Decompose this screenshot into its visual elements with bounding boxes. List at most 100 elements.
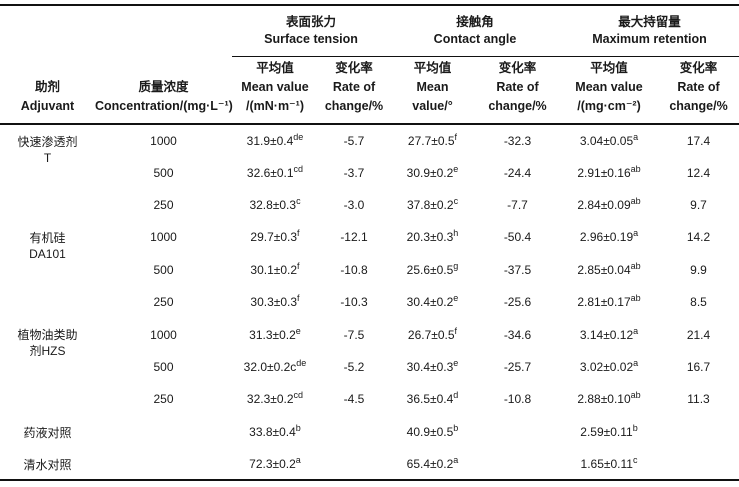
column-header-row: 助剂 Adjuvant 质量浓度 Concentration/(mg·L⁻¹) …	[0, 56, 739, 125]
value-cell: -34.6	[503, 327, 532, 342]
value-cell: -12.1	[340, 230, 368, 245]
value-cell: 2.81±0.17ab	[577, 293, 641, 310]
value-cell: 32.0±0.2cde	[243, 357, 307, 374]
value-cell: 1000	[150, 327, 177, 342]
table-row: 500 32.0±0.2cde -5.2 30.4±0.3e -25.7 3.02±0.0…	[0, 351, 739, 383]
value-cell	[658, 416, 739, 448]
value-cell: 3.04±0.05a	[579, 131, 639, 148]
value-cell: 500	[153, 262, 174, 277]
value-cell: -25.6	[503, 295, 532, 310]
value-cell: 9.7	[690, 197, 707, 212]
value-cell: 36.5±0.4d	[406, 390, 459, 407]
group-label-zh: 表面张力	[285, 14, 336, 29]
value-cell: -32.3	[503, 133, 532, 148]
significance-letter: b	[632, 422, 638, 433]
value-cell: 2.85±0.04ab	[577, 260, 641, 277]
value-cell: 32.3±0.2cd	[246, 390, 304, 407]
value-cell: -5.7	[343, 133, 365, 148]
value-cell: 65.4±0.2a	[406, 454, 459, 471]
adjuvant-name-cell: 清水对照	[23, 457, 72, 472]
header-adjuvant: 助剂 Adjuvant	[0, 56, 95, 125]
table-row: 有机硅 DA101 1000 29.7±0.3f -12.1 20.3±0.3h -50.4…	[0, 221, 739, 261]
table-row: 快速渗透剂 T 1000 31.9±0.4de -5.7 27.7±0.5f -32.3 3.…	[0, 124, 739, 165]
table-row: 500 32.6±0.1cd -3.7 30.9±0.2e -24.4 2.91±0.16…	[0, 156, 739, 188]
value-cell: -25.7	[503, 359, 532, 374]
group-label-zh: 最大持留量	[618, 14, 681, 29]
value-cell	[475, 448, 560, 480]
significance-letter: e	[295, 325, 301, 336]
value-cell: 37.8±0.2c	[406, 195, 459, 212]
significance-letter: e	[453, 293, 459, 304]
header-group-surface-tension: 表面张力 Surface tension	[232, 5, 390, 57]
value-cell: 250	[153, 295, 174, 310]
value-cell: -10.8	[503, 392, 532, 407]
value-cell: 21.4	[686, 327, 711, 342]
header-surface-tension-rate: 变化率 Rate of change/%	[318, 56, 390, 125]
adjuvant-name-cell: 药液对照	[23, 425, 72, 440]
significance-letter: de	[293, 131, 304, 142]
value-cell: 2.84±0.09ab	[577, 195, 641, 212]
significance-letter: ab	[630, 293, 641, 304]
value-cell: 3.14±0.12a	[579, 325, 639, 342]
value-cell: 250	[153, 197, 174, 212]
table-body: 快速渗透剂 T 1000 31.9±0.4de -5.7 27.7±0.5f -32.3 3.…	[0, 124, 739, 480]
group-label-zh: 接触角	[456, 14, 494, 29]
value-cell: 32.8±0.3c	[249, 195, 301, 212]
value-cell: 26.7±0.5f	[407, 325, 458, 342]
table-row: 250 32.3±0.2cd -4.5 36.5±0.4d -10.8 2.88±0.10…	[0, 383, 739, 415]
significance-letter: cd	[293, 390, 304, 401]
significance-letter: ab	[630, 163, 641, 174]
group-header-row: 表面张力 Surface tension 接触角 Contact angle 最…	[0, 5, 739, 57]
significance-letter: e	[453, 357, 459, 368]
value-cell: 31.9±0.4de	[246, 131, 304, 148]
value-cell: 30.3±0.3f	[250, 293, 300, 310]
header-contact-angle-rate: 变化率 Rate of change/%	[475, 56, 560, 125]
value-cell: 500	[153, 359, 174, 374]
significance-letter: f	[297, 293, 300, 304]
value-cell: 40.9±0.5b	[406, 422, 459, 439]
group-label-en: Contact angle	[433, 31, 517, 46]
value-cell	[95, 448, 232, 480]
significance-letter: e	[453, 163, 459, 174]
adjuvant-name-cell: 有机硅 DA101	[29, 231, 66, 262]
table-row: 植物油类助 剂HZS 1000 31.3±0.2e -7.5 26.7±0.5f -34.6…	[0, 318, 739, 358]
value-cell	[658, 448, 739, 480]
value-cell: 14.2	[686, 230, 711, 245]
significance-letter: f	[454, 325, 458, 336]
significance-letter: b	[453, 422, 459, 433]
value-cell: 72.3±0.2a	[249, 454, 301, 471]
table-row: 250 30.3±0.3f -10.3 30.4±0.2e -25.6 2.81±0.17…	[0, 286, 739, 318]
adjuvant-name-cell: 植物油类助 剂HZS	[17, 328, 78, 359]
value-cell: -37.5	[503, 262, 532, 277]
value-cell: 1000	[150, 133, 177, 148]
significance-letter: g	[453, 260, 459, 271]
table-row: 500 30.1±0.2f -10.8 25.6±0.5g -37.5 2.85±0.04…	[0, 254, 739, 286]
header-group-maximum-retention: 最大持留量 Maximum retention	[560, 5, 739, 57]
value-cell	[95, 416, 232, 448]
value-cell: 30.9±0.2e	[406, 163, 459, 180]
group-label-en: Maximum retention	[592, 31, 707, 46]
table-row: 清水对照 72.3±0.2a 65.4±0.2a 1.65±0.11c	[0, 448, 739, 480]
value-cell: 3.02±0.02a	[579, 357, 639, 374]
significance-letter: de	[296, 357, 307, 368]
value-cell: 1.65±0.11c	[580, 454, 638, 471]
significance-letter: b	[295, 422, 301, 433]
significance-letter: c	[453, 195, 459, 206]
significance-letter: d	[453, 390, 459, 401]
significance-letter: a	[633, 325, 639, 336]
significance-letter: a	[633, 228, 639, 239]
value-cell: 27.7±0.5f	[407, 131, 458, 148]
value-cell: -4.5	[343, 392, 365, 407]
significance-letter: ab	[630, 260, 641, 271]
significance-letter: a	[295, 454, 301, 465]
significance-letter: f	[297, 228, 300, 239]
header-maximum-retention-mean: 平均值 Mean value /(mg·cm⁻²)	[560, 56, 658, 125]
value-cell: -3.7	[343, 165, 365, 180]
significance-letter: f	[297, 260, 300, 271]
header-concentration: 质量浓度 Concentration/(mg·L⁻¹)	[95, 56, 233, 125]
significance-letter: ab	[630, 195, 641, 206]
value-cell	[318, 416, 390, 448]
value-cell: 33.8±0.4b	[249, 422, 301, 439]
significance-letter: c	[632, 454, 638, 465]
value-cell: 12.4	[686, 165, 711, 180]
